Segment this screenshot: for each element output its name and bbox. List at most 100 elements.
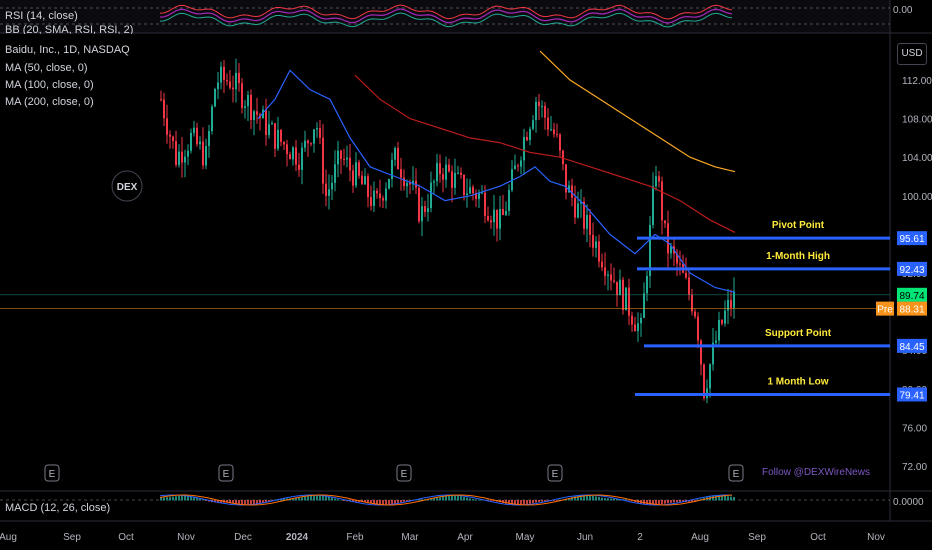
candle-body: [484, 192, 486, 217]
macd-histogram-bar: [523, 500, 525, 506]
moving-averages: [0, 50, 890, 309]
candle-body: [586, 214, 588, 229]
candle-body: [478, 192, 480, 199]
rsi-panel: [0, 0, 890, 33]
candle-body: [472, 187, 474, 194]
macd-histogram-bar: [661, 500, 663, 505]
candle-body: [625, 287, 627, 311]
legend-symbol[interactable]: Baidu, Inc., 1D, NASDAQ: [5, 44, 130, 56]
candle-body: [310, 143, 312, 145]
macd-histogram-bar: [439, 496, 441, 501]
candle-body: [502, 208, 504, 215]
candle-body: [532, 120, 534, 129]
macd-histogram-bar: [535, 500, 537, 503]
earnings-marker[interactable]: [44, 464, 60, 482]
currency-button[interactable]: USD: [897, 43, 927, 65]
candle-body: [376, 190, 378, 194]
level-price-badge: [897, 231, 927, 246]
legend-ma50[interactable]: MA (50, close, 0): [5, 62, 88, 74]
candle-body: [163, 99, 165, 119]
macd-histogram-bar: [613, 498, 615, 501]
candle-body: [226, 80, 228, 82]
macd-histogram-bar: [304, 496, 306, 501]
macd-histogram-bar: [175, 496, 177, 501]
candle-body: [607, 274, 609, 276]
earnings-marker[interactable]: [547, 464, 563, 482]
premarket-tag-text: Pre: [877, 305, 893, 316]
macd-histogram-bar: [466, 497, 468, 501]
macd-histogram-bar: [238, 500, 240, 504]
earnings-marker[interactable]: [396, 464, 412, 482]
candle-body: [283, 141, 285, 145]
candle-body: [286, 144, 288, 155]
candle-body: [556, 134, 558, 136]
candle-body: [187, 150, 189, 157]
candle-body: [685, 272, 687, 278]
rsi-band-lower: [159, 12, 733, 28]
macd-histogram-bar: [646, 500, 648, 505]
candle-body: [451, 171, 453, 188]
earnings-marker-text: E: [733, 469, 740, 480]
macd-histogram-bar: [505, 500, 507, 504]
earnings-marker[interactable]: [728, 464, 744, 482]
time-tick-label: Oct: [118, 532, 134, 543]
macd-histogram-bar: [163, 497, 165, 501]
macd-histogram-bar: [205, 500, 207, 501]
macd-histogram-bar: [394, 500, 396, 504]
candle-body: [367, 176, 369, 198]
macd-histogram-bar: [511, 500, 513, 505]
macd-histogram-bar: [382, 500, 384, 506]
candle-body: [628, 287, 630, 316]
macd-histogram-bar: [463, 496, 465, 501]
macd-histogram-bar: [232, 500, 234, 504]
macd-histogram-bar: [454, 495, 456, 501]
time-tick-label: Oct: [810, 532, 826, 543]
macd-histogram-bar: [196, 497, 198, 501]
time-tick-label: Jun: [577, 532, 593, 543]
macd-histogram-bar: [160, 497, 162, 501]
macd-histogram-bar: [331, 497, 333, 501]
macd-histogram-bar: [253, 500, 255, 506]
candle-body: [352, 170, 354, 186]
macd-histogram-bar: [691, 500, 693, 502]
macd-histogram-bar: [529, 500, 531, 504]
legend-bb[interactable]: BB (20, SMA, RSI, RSI, 2): [5, 24, 134, 34]
level-price-badge: [897, 338, 927, 353]
legend-ma100[interactable]: MA (100, close, 0): [5, 79, 94, 91]
macd-histogram-bar: [601, 497, 603, 501]
candle-body: [592, 234, 594, 248]
earnings-marker[interactable]: [218, 464, 234, 482]
candle-body: [688, 277, 690, 295]
candle-body: [616, 281, 618, 296]
macd-histogram-bar: [409, 500, 411, 501]
legend-rsi[interactable]: RSI (14, close): [5, 10, 78, 22]
legend-macd[interactable]: MACD (12, 26, close): [5, 502, 111, 514]
candle-body: [730, 299, 732, 308]
macd-histogram-bar: [265, 500, 267, 503]
macd-histogram-bar: [262, 500, 264, 504]
time-tick-label: Mar: [401, 532, 419, 543]
candle-body: [199, 141, 201, 145]
candle-body: [727, 299, 729, 311]
macd-histogram-bar: [733, 497, 735, 501]
macd-histogram-bar: [571, 497, 573, 501]
candle-body: [721, 319, 723, 324]
macd-histogram-bar: [526, 500, 528, 505]
candle-body: [508, 190, 510, 211]
candle-body: [445, 164, 447, 180]
macd-histogram-bar: [604, 498, 606, 501]
macd-signal-line: [159, 494, 733, 506]
candle-body: [175, 141, 177, 165]
legend-ma200[interactable]: MA (200, close, 0): [5, 96, 94, 108]
candle-body: [409, 182, 411, 185]
earnings-marker-text: E: [552, 469, 559, 480]
ma200-line: [539, 50, 736, 173]
candle-body: [316, 128, 318, 130]
candle-body: [364, 176, 366, 185]
macd-histogram-bar: [307, 496, 309, 501]
macd-histogram-bar: [628, 500, 630, 501]
macd-histogram-bar: [517, 500, 519, 506]
macd-histogram-bar: [199, 498, 201, 501]
